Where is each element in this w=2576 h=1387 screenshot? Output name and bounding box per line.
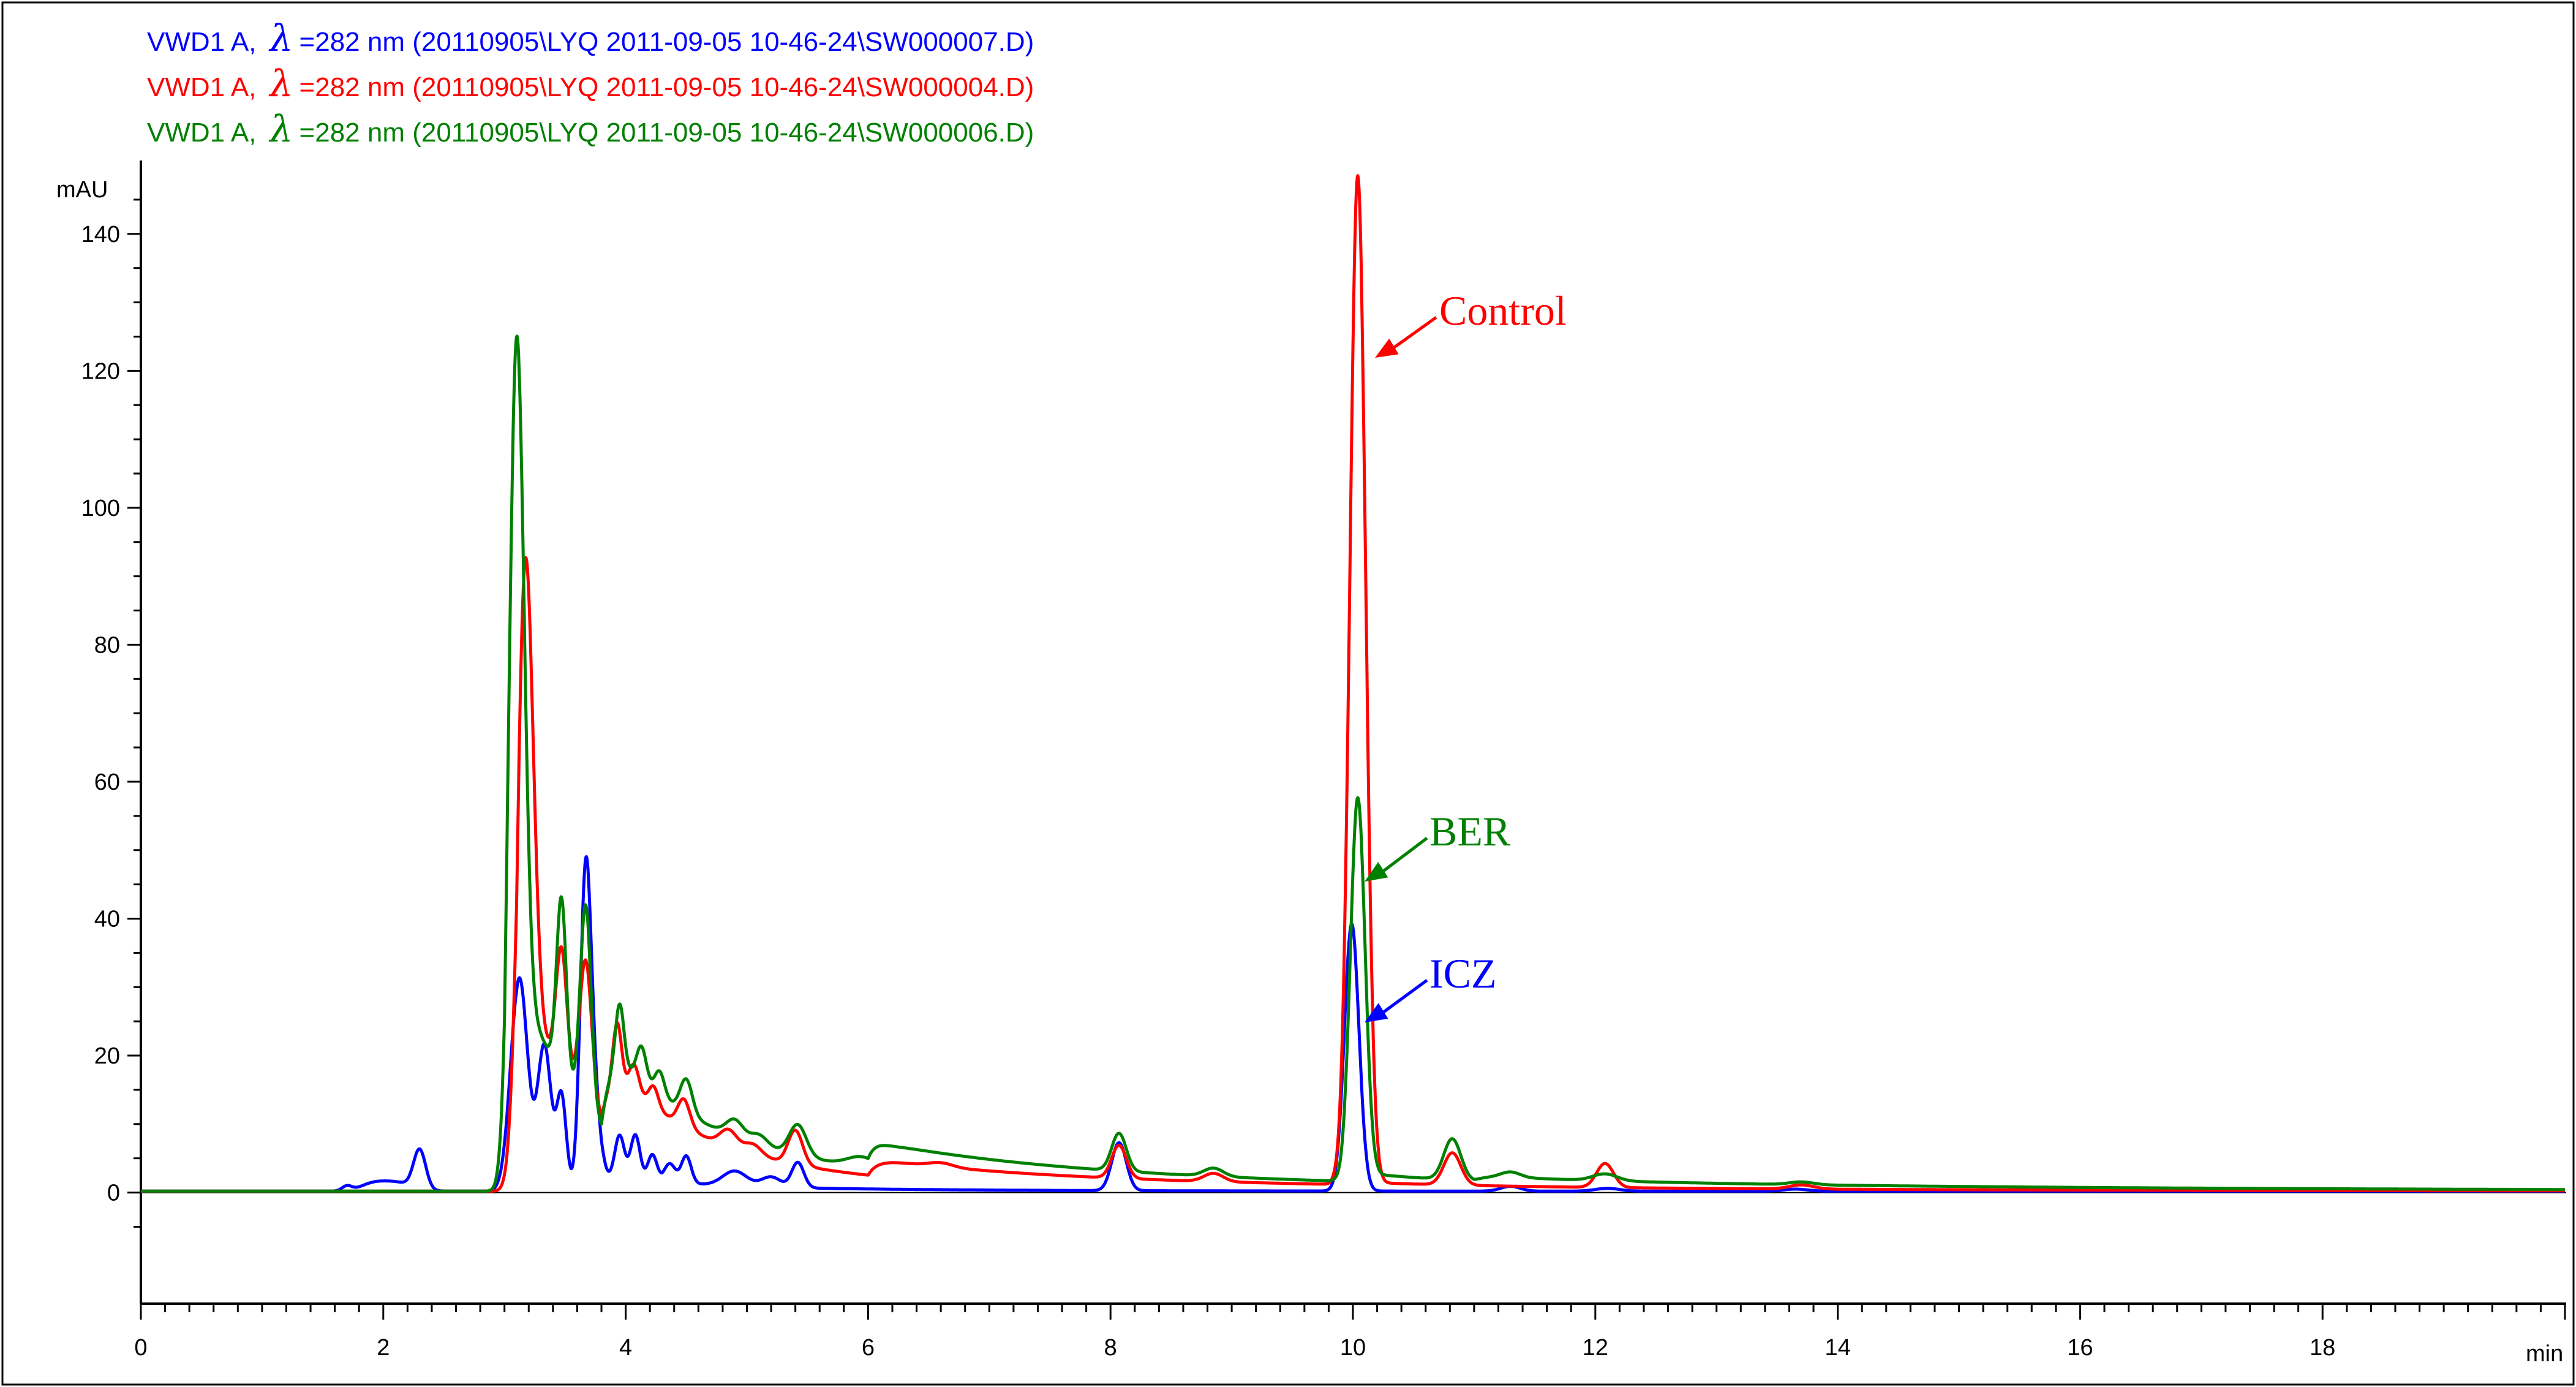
y-tick-label: 80 — [94, 632, 120, 658]
legend-entry-2: VWD1 A, λ =282 nm (20110905\LYQ 2011-09-… — [147, 62, 1034, 105]
x-tick-label: 8 — [1104, 1335, 1117, 1361]
series-line-2 — [140, 174, 2566, 1193]
annotation-icz: ICZ — [1429, 950, 1497, 997]
y-tick-label: 20 — [94, 1043, 120, 1069]
legend-text: =282 nm (20110905\LYQ 2011-09-05 10-46-2… — [299, 27, 1034, 57]
x-tick-label: 18 — [2310, 1335, 2335, 1361]
x-tick-label: 0 — [134, 1335, 147, 1361]
series-layer — [140, 174, 2566, 1193]
legend-entry-3: VWD1 A, λ =282 nm (20110905\LYQ 2011-09-… — [147, 108, 1034, 151]
legend-prefix: VWD1 A, — [147, 27, 257, 57]
legend-entry-1: VWD1 A, λ =282 nm (20110905\LYQ 2011-09-… — [147, 17, 1034, 60]
legend-prefix: VWD1 A, — [147, 118, 257, 148]
lambda-symbol: λ — [269, 108, 293, 151]
y-tick-label: 60 — [94, 769, 120, 795]
x-tick-label: 14 — [1825, 1335, 1850, 1361]
y-tick-label: 0 — [107, 1181, 120, 1206]
x-tick-label: 6 — [862, 1335, 875, 1361]
x-tick-label: 4 — [619, 1335, 632, 1361]
legend-text: =282 nm (20110905\LYQ 2011-09-05 10-46-2… — [299, 72, 1034, 102]
y-tick-label: 120 — [81, 358, 120, 384]
y-tick-label: 100 — [81, 496, 120, 521]
annotation-control: Control — [1439, 287, 1567, 334]
y-tick-label: 140 — [81, 222, 120, 248]
annotation-arrow-head — [1375, 338, 1399, 358]
x-tick-label: 10 — [1340, 1335, 1366, 1361]
series-line-3 — [140, 334, 2566, 1193]
annotations: Control BER ICZ — [1365, 287, 1567, 1022]
x-tick-label: 2 — [377, 1335, 390, 1361]
x-tick-label: 12 — [1583, 1335, 1608, 1361]
legend-prefix: VWD1 A, — [147, 72, 257, 102]
x-axis-label: min — [2526, 1341, 2563, 1367]
annotation-ber: BER — [1429, 808, 1511, 855]
annotation-arrow-head — [1365, 862, 1388, 882]
lambda-symbol: λ — [269, 62, 293, 105]
legend-text: =282 nm (20110905\LYQ 2011-09-05 10-46-2… — [299, 118, 1034, 148]
lambda-symbol: λ — [269, 17, 293, 60]
annotation-arrow-head — [1365, 1003, 1388, 1022]
y-axis-label: mAU — [56, 177, 108, 203]
y-tick-label: 40 — [94, 906, 120, 932]
x-tick-label: 16 — [2067, 1335, 2093, 1361]
